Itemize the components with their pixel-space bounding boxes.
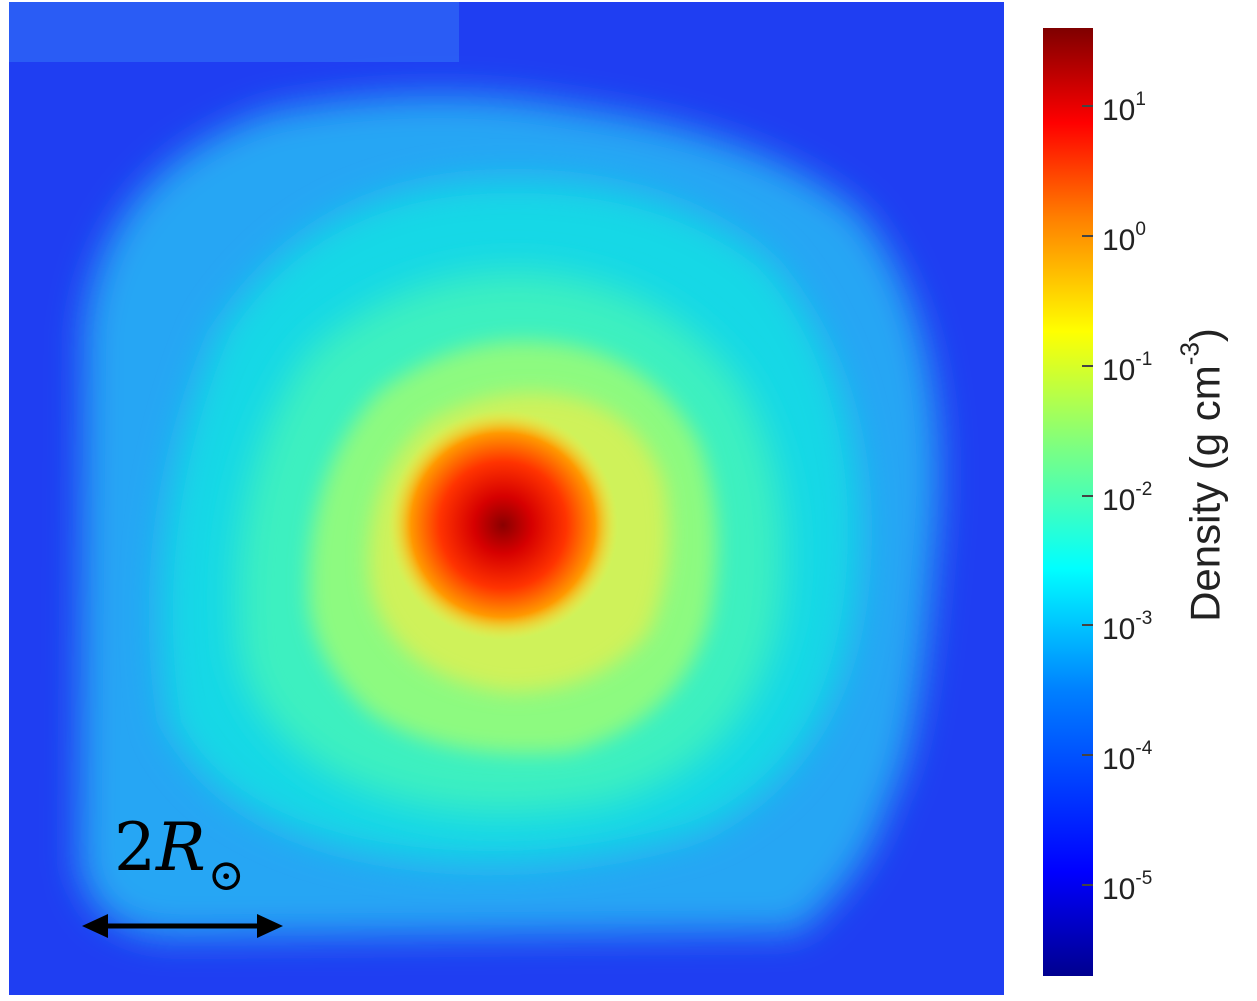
colorbar-tick-exponent: 0	[1135, 218, 1146, 240]
double-arrow-icon	[82, 914, 283, 938]
colorbar-tick-base: 10	[1102, 743, 1136, 777]
density-heatmap-svg	[9, 2, 1004, 995]
colorbar-tick-label: 100	[1102, 216, 1146, 259]
colorbar-tick-base: 10	[1102, 223, 1136, 257]
colorbar	[1043, 28, 1093, 976]
colorbar-title-exponent: -3	[1174, 342, 1205, 366]
colorbar-tick-base: 10	[1102, 353, 1136, 387]
colorbar-title: Density (g cm-3)	[1175, 328, 1230, 622]
colorbar-tick-exponent: -3	[1135, 608, 1153, 630]
heatmap-upper-left-region	[9, 2, 459, 62]
colorbar-tick-mark	[1082, 234, 1093, 237]
scale-bar: 2R⊙	[80, 808, 295, 948]
colorbar-title-tail: )	[1181, 328, 1229, 343]
colorbar-tick-mark	[1082, 624, 1093, 627]
colorbar-tick-label: 10-4	[1102, 735, 1152, 778]
scale-bar-label: 2R⊙	[114, 808, 245, 901]
colorbar-tick-exponent: 1	[1135, 88, 1146, 110]
colorbar-tick-mark	[1082, 494, 1093, 497]
colorbar-tick-mark	[1082, 104, 1093, 107]
colorbar-tick-base: 10	[1102, 873, 1136, 907]
scale-bar-subscript: ⊙	[207, 850, 245, 901]
density-heatmap	[9, 2, 1004, 995]
colorbar-tick-mark	[1082, 364, 1093, 367]
scale-bar-number: 2	[114, 809, 156, 886]
colorbar-tick-label: 10-3	[1102, 605, 1152, 648]
colorbar-tick-label: 101	[1102, 86, 1146, 129]
colorbar-tick-mark	[1082, 884, 1093, 887]
colorbar-tick-exponent: -5	[1135, 868, 1153, 890]
colorbar-tick-base: 10	[1102, 93, 1136, 127]
colorbar-tick-label: 10-1	[1102, 346, 1152, 389]
colorbar-tick-base: 10	[1102, 613, 1136, 647]
colorbar-tick-exponent: -4	[1135, 738, 1153, 760]
colorbar-tick-exponent: -1	[1135, 348, 1153, 370]
colorbar-tick-mark	[1082, 754, 1093, 757]
density-core	[388, 410, 618, 640]
colorbar-tick-label: 10-2	[1102, 476, 1152, 519]
colorbar-title-main: Density (g cm	[1181, 365, 1229, 622]
colorbar-tick-base: 10	[1102, 483, 1136, 517]
colorbar-tick-label: 10-5	[1102, 865, 1152, 908]
scale-bar-symbol: R	[156, 809, 206, 886]
colorbar-tick-exponent: -2	[1135, 478, 1153, 500]
